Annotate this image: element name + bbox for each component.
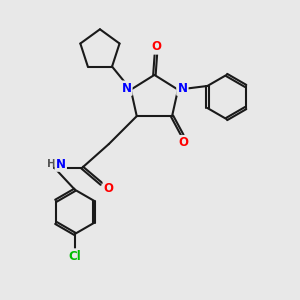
Text: N: N — [122, 82, 131, 95]
Text: O: O — [151, 40, 161, 53]
Text: O: O — [179, 136, 189, 149]
Text: O: O — [104, 182, 114, 195]
Text: H: H — [47, 159, 56, 169]
Text: Cl: Cl — [68, 250, 81, 262]
Text: N: N — [177, 82, 188, 95]
Text: N: N — [56, 158, 66, 171]
